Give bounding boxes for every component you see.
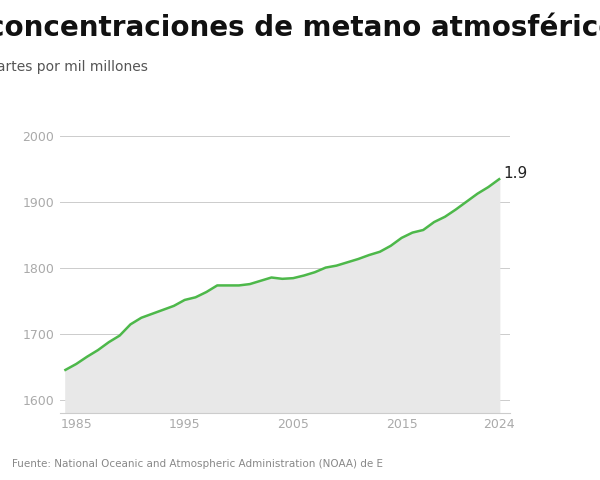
- Text: partes por mil millones: partes por mil millones: [0, 60, 148, 74]
- Text: Fuente: National Oceanic and Atmospheric Administration (NOAA) de E: Fuente: National Oceanic and Atmospheric…: [12, 459, 383, 469]
- Text: 1.9: 1.9: [503, 167, 528, 181]
- Text: concentraciones de metano atmosférico: concentraciones de metano atmosférico: [0, 14, 600, 42]
